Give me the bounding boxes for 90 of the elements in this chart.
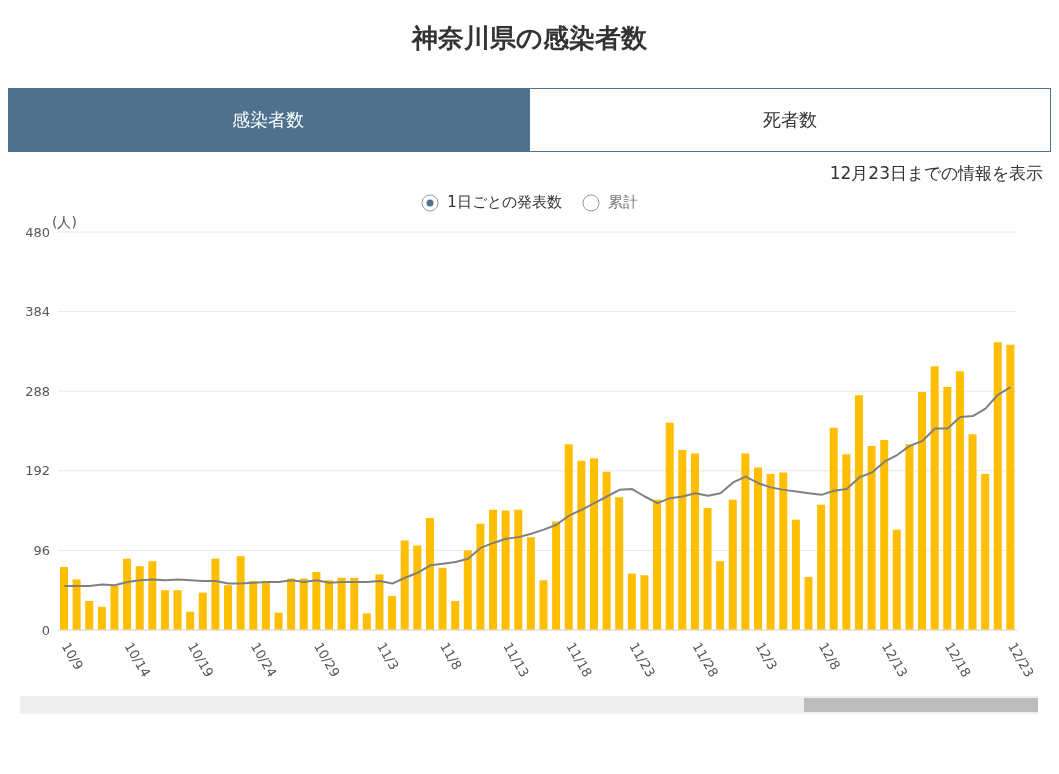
bar <box>400 540 409 630</box>
bar <box>678 450 687 630</box>
bar <box>501 510 510 630</box>
bar <box>653 499 662 630</box>
bar <box>198 592 207 630</box>
bar <box>716 561 725 630</box>
bar <box>754 467 763 630</box>
bar <box>842 454 851 630</box>
line-series <box>63 386 1012 588</box>
bar <box>324 580 333 630</box>
bar <box>350 577 359 630</box>
bar <box>489 509 498 630</box>
bar <box>135 566 144 630</box>
bar <box>993 342 1002 630</box>
bar <box>766 474 775 630</box>
bar <box>388 596 397 630</box>
bar <box>97 606 106 630</box>
bar <box>160 590 169 630</box>
bar <box>72 579 81 630</box>
text: 感染者数 <box>8 88 529 152</box>
y-tick-label: 96 <box>33 543 50 559</box>
bar <box>110 586 119 630</box>
bar <box>703 508 712 630</box>
y-axis-title: (人) <box>52 214 77 232</box>
bar <box>905 444 914 630</box>
bar <box>539 580 548 630</box>
y-tick-label: 288 <box>25 383 50 399</box>
bar <box>690 453 699 630</box>
bar <box>476 523 485 630</box>
text: 累計 <box>607 193 638 212</box>
bar <box>249 581 258 630</box>
bar <box>438 567 447 630</box>
bar <box>287 578 296 630</box>
bar <box>60 566 68 630</box>
text: 死者数 <box>528 88 1051 152</box>
bar <box>123 558 132 630</box>
bar <box>173 590 182 630</box>
bar <box>463 550 472 630</box>
bar <box>791 519 800 630</box>
bar <box>930 366 939 630</box>
bar <box>224 585 233 630</box>
bar <box>1006 344 1015 630</box>
bar <box>211 558 220 630</box>
bar <box>880 440 889 630</box>
bar <box>148 561 157 630</box>
bar <box>299 578 308 630</box>
y-tick-label: 480 <box>25 224 50 240</box>
bar <box>602 471 611 630</box>
bar <box>85 600 94 630</box>
bar <box>829 427 838 630</box>
bar <box>665 422 674 630</box>
bar <box>337 577 346 630</box>
bar <box>817 504 826 630</box>
bar <box>968 434 977 630</box>
bar <box>867 445 876 630</box>
bar <box>514 509 523 630</box>
bar <box>955 371 964 630</box>
bar <box>236 556 245 630</box>
bar <box>577 460 586 630</box>
bar <box>892 529 901 630</box>
y-tick-label: 384 <box>25 304 50 320</box>
bar <box>615 497 624 630</box>
bar <box>564 444 573 630</box>
bar <box>451 600 460 630</box>
bar <box>627 573 636 630</box>
text: 1日ごとの発表数 <box>447 193 562 212</box>
bar <box>918 392 927 630</box>
y-tick-label: 192 <box>25 463 50 479</box>
bar <box>526 537 535 630</box>
bar <box>804 576 813 630</box>
bar <box>413 545 422 630</box>
bar <box>981 474 990 630</box>
bar <box>640 575 649 630</box>
bar <box>362 613 371 630</box>
chart-subtitle: 12月23日までの情報を表示 <box>828 162 1044 185</box>
bar <box>728 499 737 630</box>
bar <box>312 571 321 630</box>
bar <box>375 574 384 630</box>
chart-title: 神奈川県の感染者数 <box>410 21 648 55</box>
bar <box>274 612 283 630</box>
bar <box>741 453 750 630</box>
bar <box>425 518 434 630</box>
y-tick-label: 0 <box>41 622 50 638</box>
bar <box>552 521 561 630</box>
bar <box>261 581 270 630</box>
bar <box>779 472 788 630</box>
bar <box>186 611 195 630</box>
bar <box>854 395 863 630</box>
bar <box>943 387 952 630</box>
bar <box>589 458 598 630</box>
